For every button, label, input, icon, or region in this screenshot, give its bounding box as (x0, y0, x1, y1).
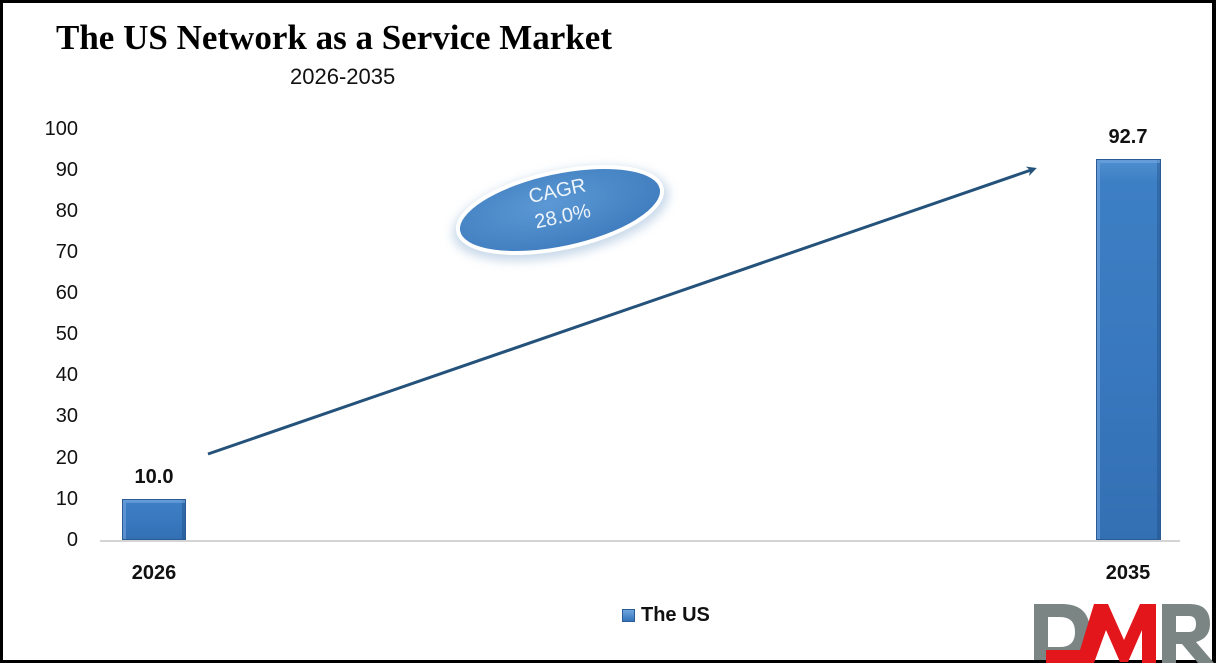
dmr-logo-icon (1034, 604, 1214, 663)
y-tick: 70 (55, 241, 78, 263)
legend-label: The US (641, 604, 710, 626)
bar-label-2035: 92.7 (1108, 126, 1148, 148)
y-tick: 20 (55, 447, 78, 469)
x-label-2026: 2026 (131, 562, 177, 584)
y-tick: 40 (55, 364, 78, 386)
bar-2035 (1096, 159, 1161, 540)
y-tick: 30 (55, 405, 78, 427)
legend: The US (622, 604, 710, 627)
cagr-ellipse (452, 164, 669, 261)
y-tick: 10 (55, 488, 78, 510)
bar-2026 (122, 499, 186, 540)
x-label-2035: 2035 (1105, 562, 1151, 584)
chart-subtitle: 2026-2035 (290, 64, 396, 89)
y-tick: 80 (55, 200, 78, 222)
y-tick: 90 (55, 159, 78, 181)
x-axis-line (100, 540, 1180, 542)
y-tick: 60 (55, 282, 78, 304)
y-tick: 100 (44, 118, 78, 140)
legend-swatch-icon (622, 609, 635, 622)
chart-title: The US Network as a Service Market (56, 18, 613, 57)
y-tick: 50 (55, 323, 78, 345)
y-tick: 0 (66, 529, 78, 551)
bar-label-2026: 10.0 (134, 466, 174, 488)
